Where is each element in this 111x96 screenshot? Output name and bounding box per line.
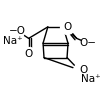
Text: O: O bbox=[63, 22, 71, 32]
Text: O: O bbox=[25, 49, 33, 59]
Text: Na⁺: Na⁺ bbox=[3, 36, 22, 46]
Text: O: O bbox=[80, 65, 88, 75]
Text: O−: O− bbox=[80, 38, 97, 48]
Text: −O: −O bbox=[9, 26, 26, 36]
Text: Na⁺: Na⁺ bbox=[81, 74, 101, 84]
